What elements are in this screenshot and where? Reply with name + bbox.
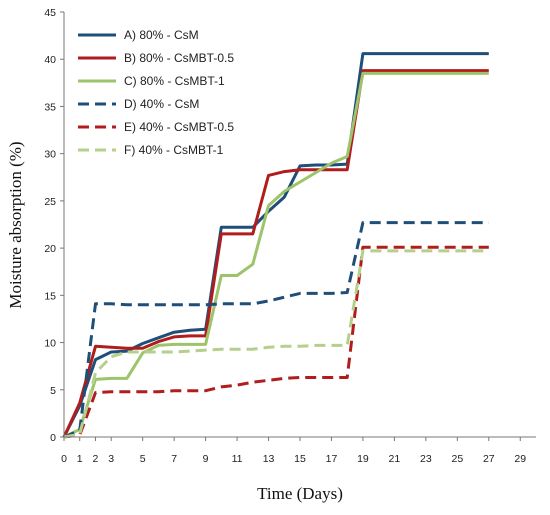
series-line-6 xyxy=(63,249,489,439)
x-tick-marks xyxy=(63,437,521,441)
y-tick-label: 25 xyxy=(44,196,56,208)
series-line-3 xyxy=(63,71,489,439)
x-tick-label: 13 xyxy=(263,453,275,465)
series-line-5 xyxy=(63,245,489,439)
y-tick-label: 15 xyxy=(44,290,56,302)
x-tick-label: 5 xyxy=(140,453,146,465)
x-tick-label: 19 xyxy=(357,453,369,465)
x-axis-title: Time (Days) xyxy=(257,484,343,503)
legend-label-1: A) 80% - CsM xyxy=(124,28,199,42)
x-tick-label: 3 xyxy=(108,453,114,465)
legend-label-3: C) 80% - CsMBT-1 xyxy=(124,74,225,88)
series-lines xyxy=(62,52,489,439)
y-axis-title: Moisture absorption (%) xyxy=(6,141,25,308)
y-tick-label: 10 xyxy=(44,338,56,350)
y-tick-label: 20 xyxy=(44,243,56,255)
y-tick-label: 40 xyxy=(44,54,56,66)
x-tick-label: 2 xyxy=(93,453,99,465)
plot-area xyxy=(64,12,536,437)
legend-label-6: F) 40% - CsMBT-1 xyxy=(124,143,224,157)
series-line-4 xyxy=(63,221,489,439)
x-tick-label: 29 xyxy=(514,453,526,465)
series-line-2 xyxy=(62,69,489,438)
y-tick-label: 45 xyxy=(44,7,56,19)
x-tick-labels: 0 1 2 3 5 7 9 11 13 15 17 19 21 23 25 27 29 xyxy=(61,453,526,465)
x-tick-label: 7 xyxy=(171,453,177,465)
x-tick-label: 27 xyxy=(483,453,495,465)
legend: A) 80% - CsM B) 80% - CsMBT-0.5 C) 80% - C… xyxy=(78,28,234,157)
y-tick-marks xyxy=(60,11,64,438)
y-tick-labels: 0 5 10 15 20 25 30 35 40 45 xyxy=(44,7,56,444)
x-tick-label: 25 xyxy=(451,453,463,465)
legend-label-5: E) 40% - CsMBT-0.5 xyxy=(124,120,234,134)
y-tick-label: 35 xyxy=(44,101,56,113)
x-tick-label: 11 xyxy=(232,453,243,465)
legend-label-2: B) 80% - CsMBT-0.5 xyxy=(124,51,234,65)
legend-label-4: D) 40% - CsM xyxy=(124,97,199,111)
x-tick-label: 1 xyxy=(77,453,83,465)
x-tick-label: 23 xyxy=(420,453,432,465)
y-tick-label: 5 xyxy=(50,385,56,397)
x-tick-label: 0 xyxy=(61,453,67,465)
y-tick-label: 0 xyxy=(50,432,56,444)
x-tick-label: 15 xyxy=(294,453,306,465)
x-tick-label: 9 xyxy=(203,453,209,465)
x-tick-label: 17 xyxy=(326,453,338,465)
y-tick-label: 30 xyxy=(44,149,56,161)
x-tick-label: 21 xyxy=(389,453,401,465)
